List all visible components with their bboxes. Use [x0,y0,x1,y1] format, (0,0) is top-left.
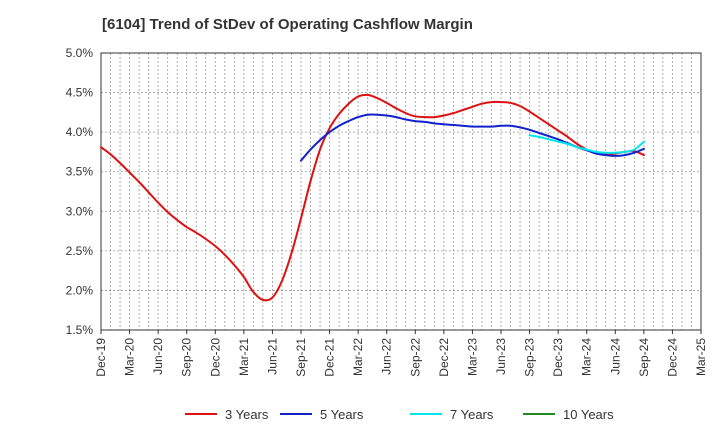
legend-10-years-label: 10 Years [563,407,614,422]
y-tick-label: 5.0% [66,46,94,60]
x-tick-label: Sep-23 [523,338,537,377]
x-tick-label: Jun-23 [494,338,508,375]
series-line-3-years [100,93,645,302]
x-tick-label: Sep-20 [180,338,194,377]
x-tick-label: Mar-23 [465,338,479,376]
y-tick-label: 4.5% [66,86,94,100]
x-tick-label: Jun-22 [380,338,394,375]
x-tick-label: Sep-22 [408,338,422,377]
y-tick-label: 3.5% [66,165,94,179]
x-tick-label: Mar-21 [237,338,251,376]
plot-area [101,53,701,330]
x-tick-label: Dec-22 [437,338,451,377]
x-tick-label: Mar-24 [580,338,594,376]
x-tick-label: Sep-21 [294,338,308,377]
legend-3-years-label: 3 Years [225,407,269,422]
x-tick-label: Sep-24 [637,338,651,377]
x-tick-label: Dec-20 [208,338,222,377]
y-tick-label: 1.5% [66,323,94,337]
x-tick-label: Dec-21 [323,338,337,377]
plot-border [100,52,702,331]
y-tick-label: 3.0% [66,204,94,218]
x-tick-label: Jun-24 [608,338,622,375]
x-tick-label: Mar-22 [351,338,365,376]
y-tick-label: 4.0% [66,125,94,139]
x-tick-label: Jun-20 [151,338,165,375]
x-tick-label: Dec-19 [94,338,108,377]
series-line-7-years [528,134,645,154]
y-tick-label: 2.5% [66,244,94,258]
x-tick-label: Mar-20 [123,338,137,376]
x-tick-label: Dec-24 [665,338,679,377]
x-tick-label: Dec-23 [551,338,565,377]
legend-5-years-label: 5 Years [320,407,364,422]
x-tick-label: Jun-21 [265,338,279,375]
y-tick-label: 2.0% [66,283,94,297]
x-tick-label: Mar-25 [694,338,708,376]
chart-title: [6104] Trend of StDev of Operating Cashf… [102,16,473,33]
legend-7-years-label: 7 Years [450,407,494,422]
